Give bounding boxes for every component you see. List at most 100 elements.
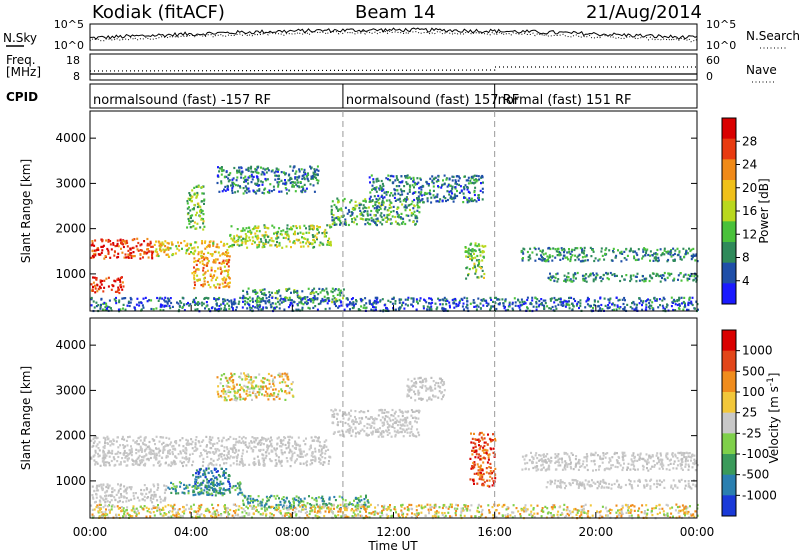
power-cell-cell [587, 298, 590, 301]
velocity-cell-cell [232, 445, 235, 448]
power-cell-cell [466, 188, 469, 191]
power-cell-cell [677, 299, 680, 302]
power-cell-cell [529, 302, 532, 305]
power-cell-cell [666, 260, 669, 263]
power-cell-cell [317, 302, 320, 306]
velocity-cell-cell [206, 452, 208, 455]
power-cell-cell [142, 297, 145, 300]
power-cell-cell [309, 183, 312, 186]
velocity-cell-cell [259, 443, 262, 446]
velocity-cell-cell [278, 497, 280, 500]
power-cell-cell [370, 174, 373, 177]
power-cell-cell [539, 249, 542, 252]
velocity-cell-cell [395, 421, 398, 424]
velocity-cell-cell [350, 434, 353, 437]
velocity-cell-cell [139, 462, 142, 465]
velocity-cell-cell [119, 444, 122, 447]
power-cell-cell [113, 298, 116, 301]
power-cell-cell [192, 252, 195, 256]
velocity-cell-cell [382, 431, 385, 434]
power-cell-cell [458, 191, 461, 194]
velocity-cell-cell [181, 462, 183, 465]
power-cell-cell [455, 305, 458, 308]
power-cell-cell [284, 187, 287, 190]
power-cell-cell [412, 220, 415, 223]
velocity-cell-cell [338, 409, 341, 412]
power-cell-cell [426, 182, 429, 185]
velocity-cell-cell [344, 503, 346, 506]
power-cell-cell [549, 278, 552, 282]
power-cell-cell [526, 306, 528, 309]
power-cell-cell [219, 266, 222, 269]
power-cell-cell [278, 289, 281, 292]
power-cell-cell [312, 306, 315, 309]
power-cell-cell [379, 186, 382, 189]
power-cell-cell [476, 304, 479, 307]
velocity-cell-cell [117, 446, 120, 449]
power-cell-cell [576, 256, 579, 259]
velocity-cell-cell [174, 455, 177, 458]
power-cell-cell [538, 303, 541, 306]
power-cell-cell [558, 250, 561, 253]
power-cell-cell [135, 245, 138, 248]
velocity-cell-cell [293, 498, 296, 501]
power-cell-cell [665, 306, 668, 309]
velocity-cell-cell [223, 462, 225, 465]
power-cell-cell [313, 175, 316, 178]
power-cell-cell [522, 247, 525, 250]
velocity-cell-cell [181, 437, 184, 440]
power-cell-cell [269, 244, 272, 247]
power-cell-cell [246, 307, 249, 310]
velocity-cell-cell [279, 500, 282, 503]
velocity-cell-cell [365, 494, 367, 497]
power-cell-cell [274, 291, 277, 295]
power-cell-cell [106, 305, 109, 308]
velocity-cell-cell [104, 501, 107, 504]
velocity-cell-cell [342, 498, 344, 501]
power-cell-cell [231, 178, 234, 181]
power-cell-cell [263, 288, 266, 291]
velocity-cell-cell [286, 460, 289, 463]
power-cell-cell [315, 291, 318, 294]
power-cell-cell [342, 294, 345, 297]
power-cell-cell [664, 307, 667, 311]
velocity-cell-cell [212, 474, 215, 478]
power-cell-cell [314, 305, 317, 308]
power-cell-cell [688, 298, 691, 301]
velocity-cell-cell [354, 496, 357, 499]
velocity-cell-cell [241, 452, 244, 455]
power-cell-cell [402, 301, 405, 304]
power-cell-cell [374, 296, 377, 299]
power-cell-cell [405, 206, 408, 209]
velocity-cell-cell [163, 491, 166, 494]
power-cell-cell [593, 259, 596, 263]
power-cell-cell [257, 308, 260, 311]
power-cell-cell [441, 298, 444, 301]
power-cell-cell [666, 276, 669, 279]
power-cell-cell [626, 254, 629, 257]
power-cell-cell [543, 258, 546, 261]
power-cell-cell [416, 220, 419, 223]
velocity-cell-cell [194, 443, 197, 446]
velocity-cell-cell [328, 502, 331, 505]
power-cell-cell [279, 294, 282, 297]
power-cell-cell [275, 237, 278, 240]
velocity-cell-cell [127, 499, 130, 502]
power-cell-cell [237, 302, 240, 305]
power-cell-cell [289, 165, 292, 168]
power-cell-cell [136, 237, 139, 240]
velocity-cell-cell [173, 447, 176, 450]
power-cell-cell [128, 304, 131, 308]
power-cell-cell [626, 303, 629, 306]
power-cell-cell [284, 236, 287, 240]
velocity-cell-cell [253, 440, 256, 443]
power-cell-cell [129, 252, 132, 255]
velocity-cell-cell [135, 452, 138, 455]
power-cell-cell [533, 246, 536, 249]
power-cell-cell [677, 274, 680, 277]
power-cell-cell [390, 201, 393, 205]
power-cell-cell [404, 298, 407, 301]
power-cell-cell [388, 199, 391, 202]
power-cell-cell [256, 291, 259, 294]
power-cell-cell [577, 301, 580, 304]
